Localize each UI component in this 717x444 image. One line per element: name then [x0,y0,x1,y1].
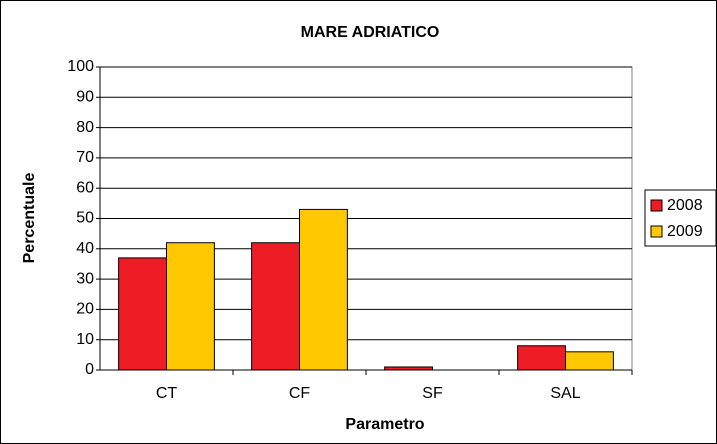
bar [565,351,614,371]
bar [299,208,348,371]
y-tick-label: 30 [76,270,94,287]
x-tick-label: SF [422,385,443,402]
x-tick-label: CT [156,385,178,402]
bar [166,242,215,371]
y-tick-label: 90 [76,89,94,106]
y-tick-label: 80 [76,119,94,136]
y-tick-label: 70 [76,149,94,166]
legend-label: 2009 [667,223,703,240]
x-axis-label: Parametro [345,416,424,433]
y-axis-label: Percentuale [21,173,38,264]
y-tick-label: 0 [85,361,94,378]
y-tick-label: 100 [67,58,94,75]
y-tick-label: 60 [76,179,94,196]
y-tick-label: 20 [76,301,94,318]
legend-swatch [650,225,663,238]
x-tick-label: CF [289,385,311,402]
y-tick-label: 40 [76,240,94,257]
x-tick-label: SAL [550,385,580,402]
bar [118,257,168,371]
y-tick-label: 10 [76,331,94,348]
bar [517,345,566,371]
chart-title: MARE ADRIATICO [301,24,440,41]
y-tick-label: 50 [76,210,94,227]
bar [251,242,300,371]
legend-label: 2008 [667,197,703,214]
legend-swatch [650,199,663,212]
bar [384,366,433,371]
